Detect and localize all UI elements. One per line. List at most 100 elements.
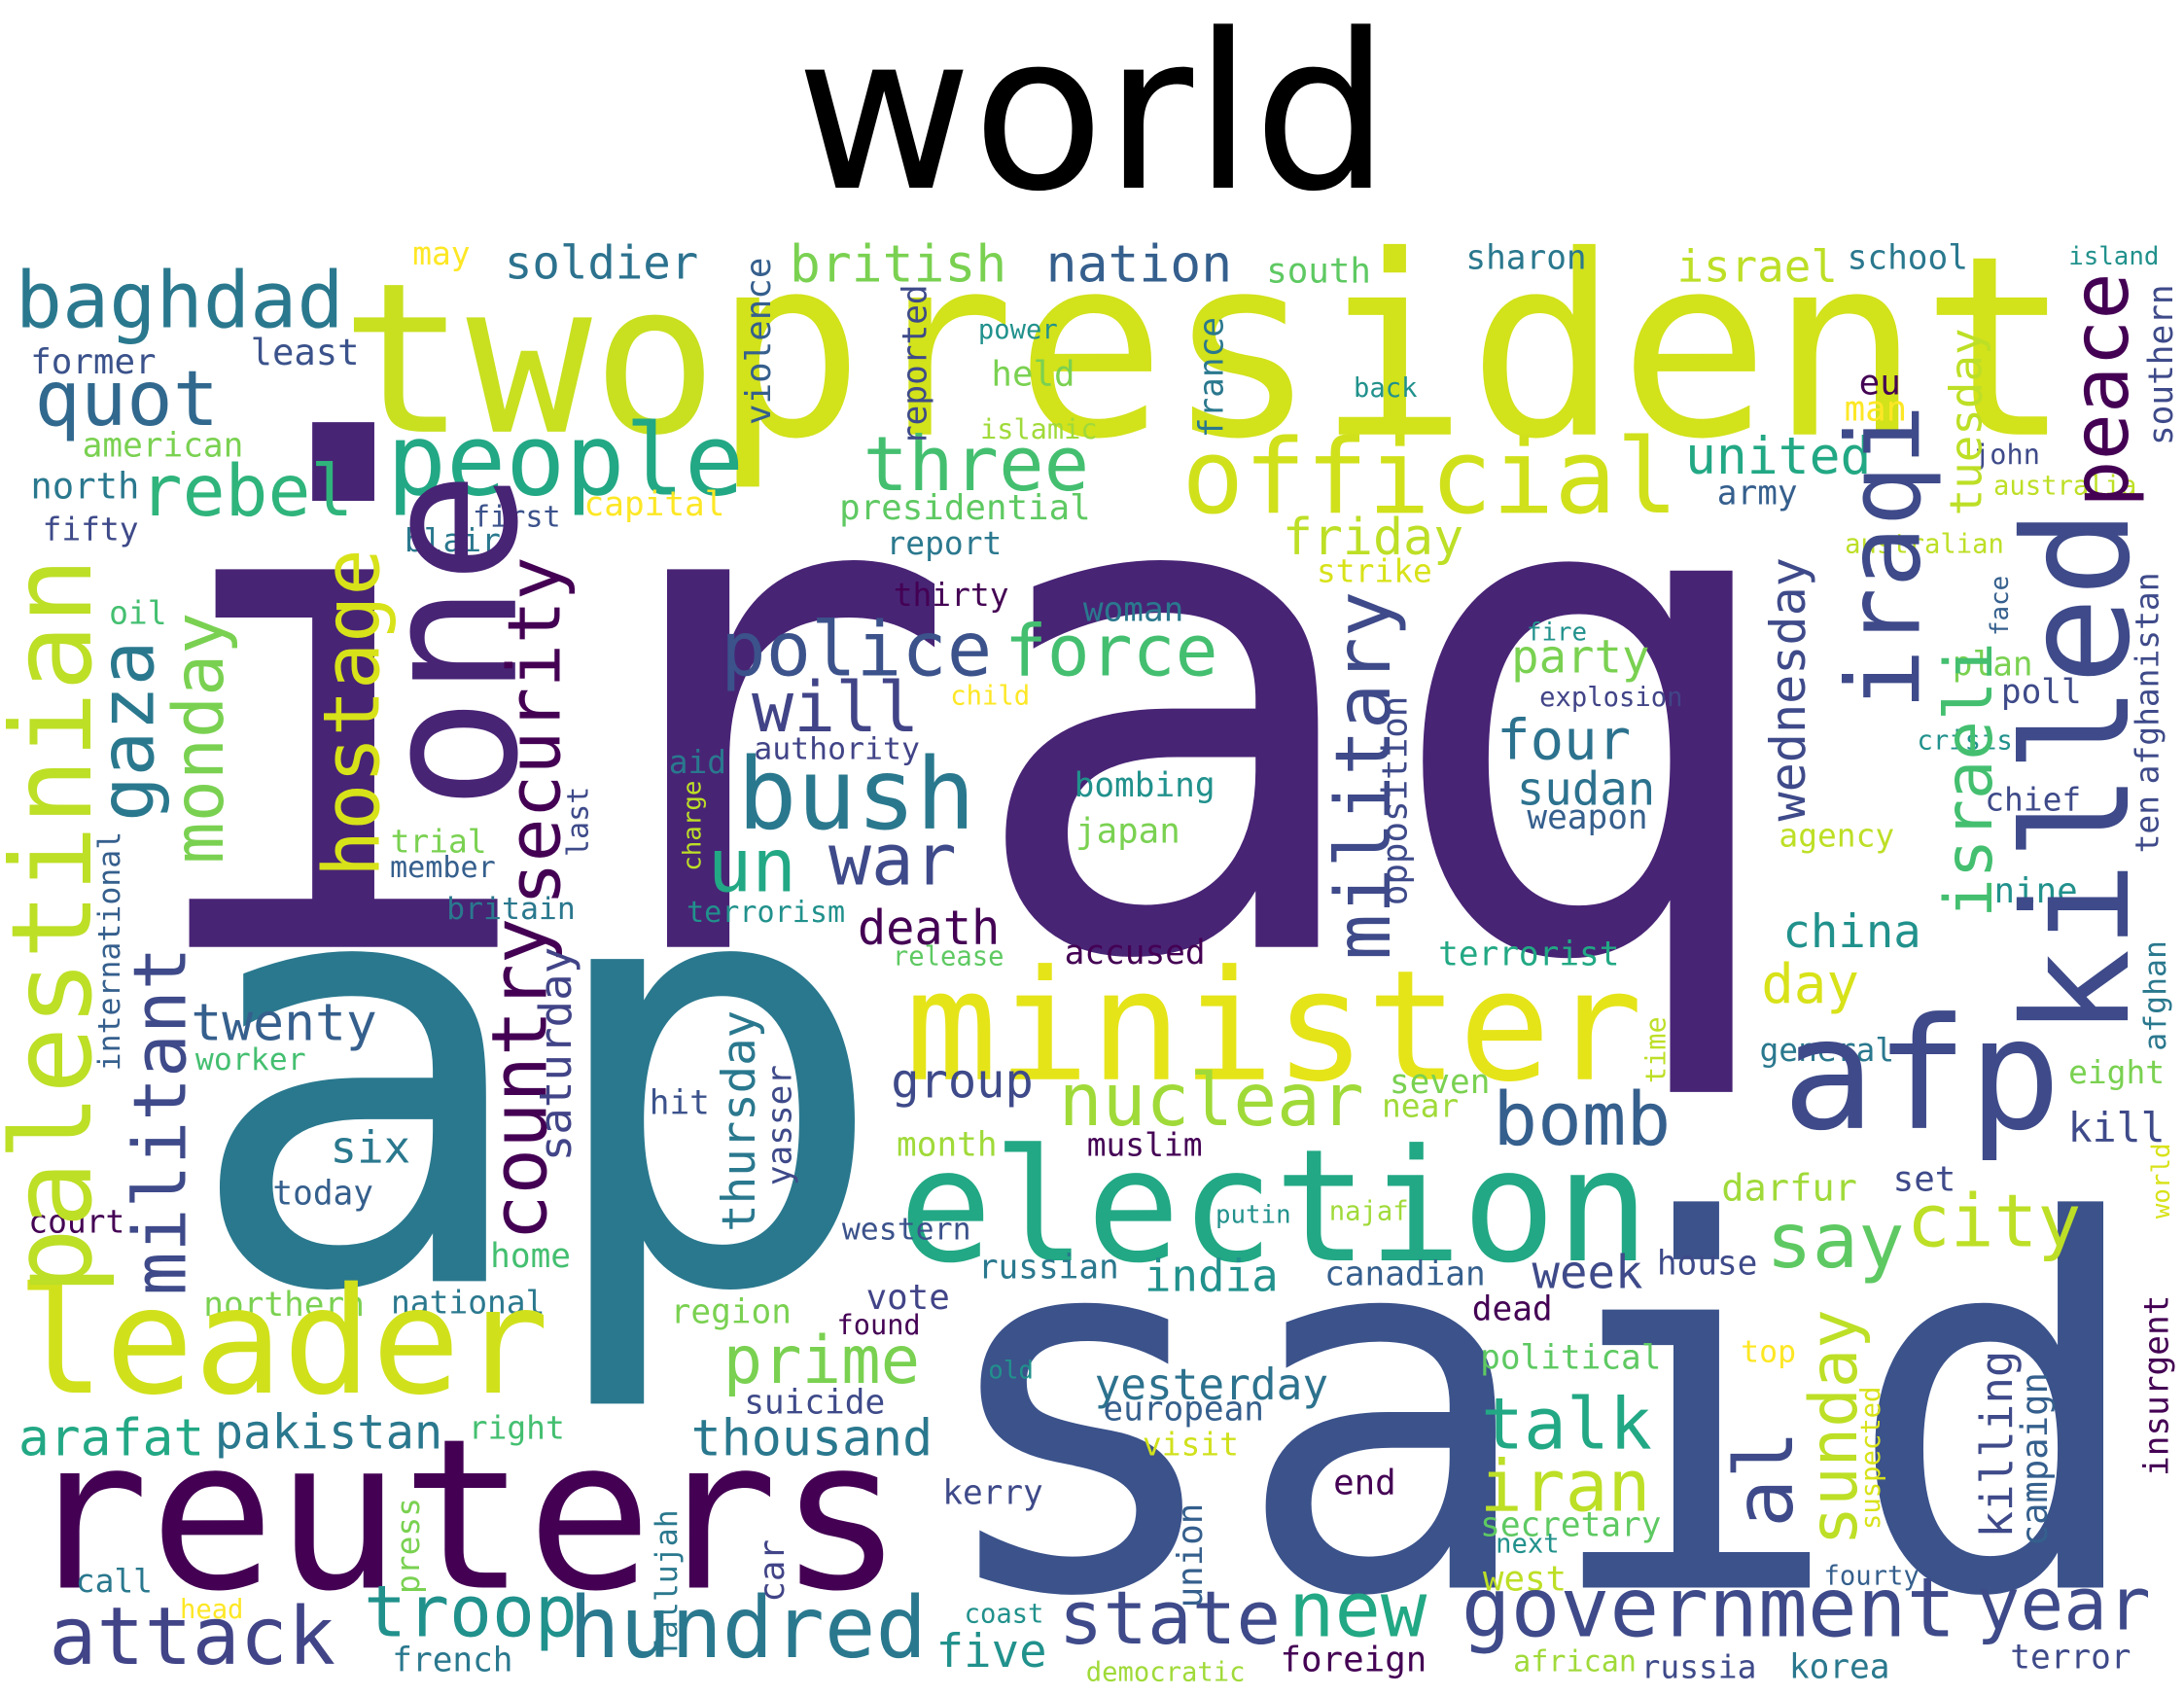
word: iraq	[129, 306, 1793, 1111]
word: court	[28, 1202, 124, 1240]
word: opposition	[1375, 696, 1415, 906]
word: tuesday	[1940, 328, 1992, 515]
word: country	[475, 918, 564, 1241]
word: talk	[1481, 1383, 1652, 1466]
word: afghanistan	[2129, 572, 2166, 784]
word: najaf	[1329, 1196, 1409, 1226]
word: force	[1004, 611, 1218, 693]
word: hit	[650, 1084, 710, 1123]
word: democratic	[1086, 1657, 1246, 1687]
word: nation	[1046, 234, 1232, 294]
word: accused	[1065, 934, 1206, 972]
word: france	[1192, 317, 1231, 438]
word: today	[272, 1175, 373, 1214]
word: explosion	[1539, 683, 1682, 713]
word: eu	[1859, 363, 1901, 403]
word: ap	[182, 734, 891, 1420]
word: new	[1288, 1566, 1427, 1655]
word: car	[753, 1539, 793, 1603]
word: death	[858, 901, 1001, 956]
word: american	[83, 427, 244, 466]
word: month	[897, 1126, 998, 1165]
word: four	[1497, 707, 1631, 772]
word: twenty	[191, 994, 376, 1053]
word: bombing	[1074, 766, 1215, 805]
word: yesterday	[1095, 1360, 1329, 1410]
word: three	[863, 421, 1089, 509]
word: trial	[391, 822, 487, 860]
word: day	[1761, 953, 1859, 1016]
word: poll	[2001, 673, 2082, 712]
word: islamic	[980, 412, 1098, 445]
word: coast	[965, 1599, 1044, 1629]
word: wednesday	[1759, 557, 1816, 821]
word: vote	[866, 1278, 950, 1318]
word: thirty	[894, 576, 1009, 614]
word: least	[251, 331, 360, 373]
word: monday	[159, 613, 239, 865]
word: face	[1986, 576, 2015, 636]
word: peace	[2056, 272, 2146, 507]
word: general	[1759, 1031, 1894, 1069]
word: nine	[1993, 871, 2077, 911]
word: united	[1685, 427, 1871, 486]
word: attack	[49, 1591, 335, 1683]
word: israeli	[1931, 642, 2007, 918]
word: terrorist	[1438, 935, 1619, 973]
word: army	[1717, 474, 1798, 512]
word: call	[76, 1562, 153, 1600]
word: said	[927, 1117, 2151, 1696]
word: hundred	[569, 1578, 927, 1678]
word: woman	[1083, 591, 1184, 630]
word: crisis	[1917, 725, 2012, 756]
word: japan	[1075, 811, 1180, 851]
word: reported	[896, 284, 934, 445]
word: india	[1145, 1250, 1279, 1302]
word: bush	[737, 737, 975, 852]
word: dead	[1472, 1290, 1553, 1329]
word: back	[1354, 373, 1417, 404]
word: strike	[1317, 552, 1432, 590]
word: six	[331, 1121, 411, 1174]
word: iraqi	[1824, 405, 1943, 711]
word: pakistan	[215, 1405, 443, 1460]
word: al	[1717, 1431, 1812, 1528]
title: world	[795, 0, 1390, 239]
word: french	[392, 1641, 512, 1679]
word: nuclear	[1059, 1058, 1364, 1143]
word: party	[1511, 631, 1649, 685]
word: blair	[405, 521, 501, 559]
word: say	[1766, 1196, 1904, 1286]
word: afghan	[2138, 940, 2173, 1051]
word: putin	[1215, 1200, 1291, 1229]
word: will	[752, 667, 919, 748]
word: minister	[905, 938, 1643, 1116]
word: two	[340, 238, 718, 481]
word: visit	[1143, 1425, 1239, 1463]
word: five	[936, 1625, 1047, 1678]
word: plan	[1953, 646, 2033, 685]
word: school	[1848, 238, 1968, 277]
word: city	[1907, 1180, 2081, 1264]
word: arafat	[18, 1408, 204, 1467]
word: election	[898, 1115, 1649, 1297]
word: terrorism	[687, 896, 845, 930]
word: gaza	[85, 641, 172, 822]
word: killing	[1970, 1350, 2023, 1537]
word: official	[1181, 417, 1678, 537]
word: last	[561, 787, 595, 857]
word: top	[1741, 1335, 1796, 1370]
word: group	[891, 1054, 1034, 1109]
word: russian	[978, 1249, 1119, 1288]
word: thousand	[691, 1409, 933, 1467]
word: charge	[678, 781, 707, 871]
word: fourty	[1823, 1562, 1919, 1592]
word: iran	[1480, 1446, 1651, 1529]
word: britain	[446, 892, 576, 927]
word: fifty	[43, 511, 139, 548]
word: suspected	[1856, 1387, 1886, 1530]
word: terror	[2010, 1639, 2131, 1678]
word: leader	[17, 1255, 549, 1428]
